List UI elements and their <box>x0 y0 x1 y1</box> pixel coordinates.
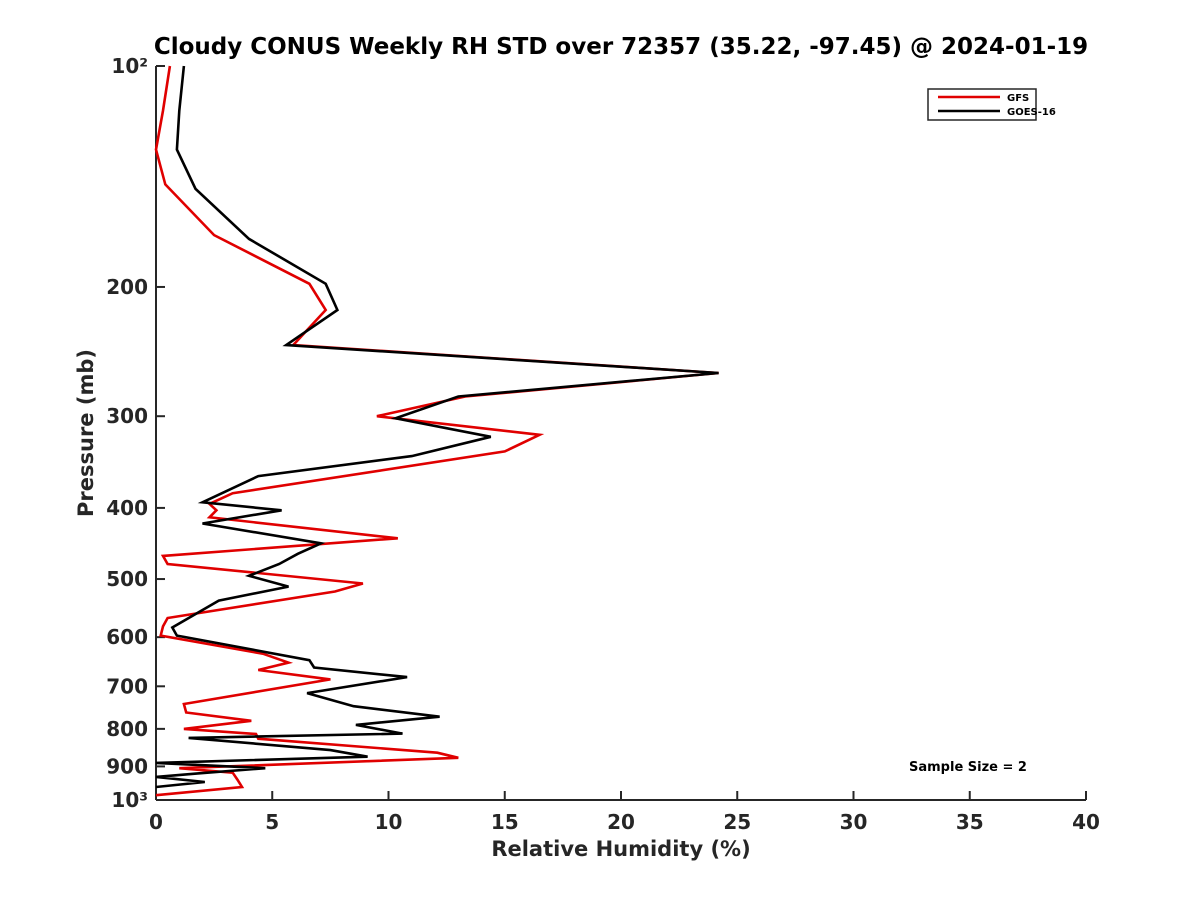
x-axis-title: Relative Humidity (%) <box>491 837 750 861</box>
x-tick-label: 0 <box>149 810 163 834</box>
series-line-goes-16 <box>155 65 719 789</box>
legend-label-goes16: GOES-16 <box>1007 107 1056 118</box>
chart-title: Cloudy CONUS Weekly RH STD over 72357 (3… <box>154 34 1088 60</box>
x-tick-label: 20 <box>607 810 635 834</box>
legend-label-gfs: GFS <box>1007 93 1029 104</box>
y-tick-label: 600 <box>106 625 148 649</box>
y-tick-label: 800 <box>106 717 148 741</box>
y-tick-label: 300 <box>106 404 148 428</box>
x-tick-label: 5 <box>265 810 279 834</box>
y-tick-label: 900 <box>106 754 148 778</box>
series-layer <box>154 65 719 797</box>
sample-size-annotation: Sample Size = 2 <box>909 760 1027 775</box>
x-tick-label: 35 <box>956 810 984 834</box>
x-tick-label: 30 <box>840 810 868 834</box>
y-tick-label: 500 <box>106 567 148 591</box>
y-axis-ticks: 10² 200 300 400 500 600 700 800 900 10³ <box>106 54 165 812</box>
y-tick-label: 10³ <box>111 788 148 812</box>
legend-box <box>927 88 1037 121</box>
x-tick-label: 15 <box>491 810 519 834</box>
legend: GFS GOES-16 <box>927 88 1056 121</box>
series-line-gfs <box>154 65 719 797</box>
x-tick-label: 10 <box>375 810 403 834</box>
x-axis-ticks: 0 5 10 15 20 25 30 35 40 <box>149 791 1100 834</box>
y-axis-title: Pressure (mb) <box>74 349 98 517</box>
x-tick-label: 40 <box>1072 810 1100 834</box>
y-tick-label: 200 <box>106 275 148 299</box>
y-tick-label: 700 <box>106 674 148 698</box>
x-tick-label: 25 <box>723 810 751 834</box>
y-tick-label: 400 <box>106 496 148 520</box>
y-tick-label: 10² <box>111 54 148 78</box>
